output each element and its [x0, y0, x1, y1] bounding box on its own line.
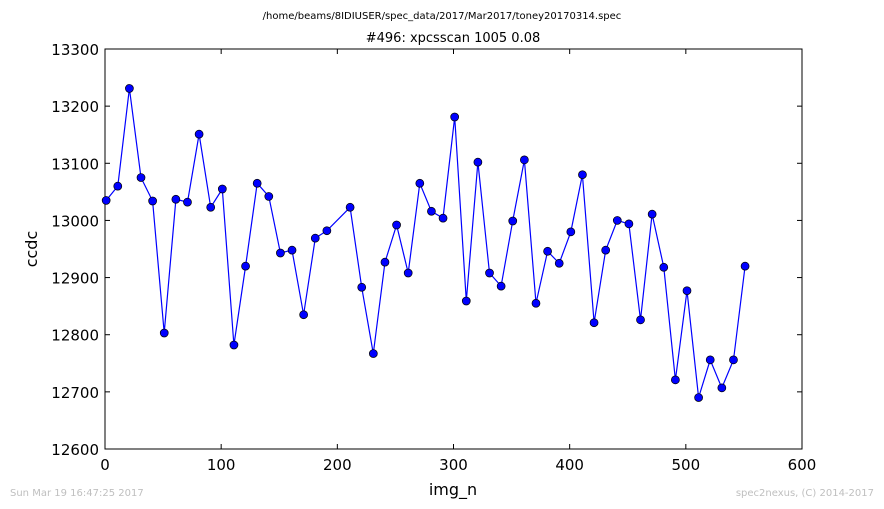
y-tick-label: 13100	[51, 155, 99, 173]
data-point	[496, 281, 506, 291]
x-tick-label: 200	[323, 456, 352, 474]
data-point	[740, 261, 750, 271]
data-point	[194, 129, 204, 139]
y-tick-label: 13200	[51, 98, 99, 116]
data-point	[473, 157, 483, 167]
data-point	[520, 155, 529, 165]
data-point	[450, 112, 460, 122]
data-point	[287, 245, 297, 255]
x-tick-label: 0	[100, 456, 110, 474]
data-point	[566, 227, 576, 237]
x-tick-label: 100	[207, 456, 236, 474]
footer-timestamp: Sun Mar 19 16:47:25 2017	[10, 488, 144, 499]
y-axis-label: ccdc	[22, 231, 41, 268]
data-point	[276, 248, 285, 258]
data-point	[682, 286, 692, 296]
data-point	[345, 202, 355, 212]
data-point	[125, 84, 134, 93]
y-axis: 12600 12700 12800 12900 13000 13100 13200 13300	[51, 41, 802, 459]
data-point	[659, 262, 669, 272]
data-point	[368, 349, 378, 358]
x-tick-label: 300	[439, 456, 468, 474]
data-point	[380, 257, 390, 267]
data-point	[206, 202, 216, 212]
data-point	[310, 233, 320, 243]
data-point	[171, 194, 181, 204]
y-tick-label: 13000	[51, 212, 99, 230]
y-tick-label: 12600	[51, 441, 99, 459]
data-point	[322, 226, 332, 236]
data-point	[229, 340, 239, 350]
data-point	[578, 170, 587, 180]
data-point	[392, 220, 401, 230]
data-point	[461, 296, 471, 306]
data-point	[612, 216, 622, 225]
y-tick-label: 13300	[51, 41, 99, 59]
data-point	[415, 178, 425, 188]
data-point	[241, 261, 250, 271]
data-point	[217, 184, 227, 194]
data-point	[671, 375, 680, 385]
x-axis: 0 100 200 300 400 500 600	[100, 49, 816, 474]
x-tick-label: 400	[555, 456, 584, 474]
data-point	[159, 328, 169, 338]
data-point	[252, 178, 262, 188]
data-point	[694, 393, 703, 402]
data-point	[148, 196, 157, 206]
data-point	[485, 268, 494, 278]
x-axis-label: img_n	[429, 480, 477, 500]
data-point	[729, 355, 738, 365]
data-point	[264, 192, 274, 201]
data-point	[508, 216, 518, 226]
data-point	[554, 258, 564, 268]
data-point	[717, 383, 727, 393]
chart-title: #496: xpcsscan 1005 0.08	[366, 31, 541, 46]
data-point	[624, 219, 634, 229]
data-point	[647, 209, 657, 219]
x-tick-label: 500	[672, 456, 701, 474]
footer-credit: spec2nexus, (C) 2014-2017	[735, 488, 874, 499]
data-point	[636, 315, 645, 325]
data-point	[589, 318, 599, 328]
x-tick-label: 600	[788, 456, 817, 474]
data-point	[543, 246, 552, 256]
data-point	[357, 282, 367, 292]
data-points	[101, 84, 750, 402]
file-path: /home/beams/8IDIUSER/spec_data/2017/Mar2…	[263, 11, 622, 22]
data-point	[438, 213, 448, 223]
data-point	[601, 245, 611, 255]
data-point	[705, 355, 715, 365]
y-tick-label: 12900	[51, 270, 99, 288]
data-point	[427, 206, 436, 216]
data-point	[113, 181, 123, 191]
data-point	[531, 298, 541, 308]
y-tick-label: 12800	[51, 327, 99, 345]
y-tick-label: 12700	[51, 384, 99, 402]
data-point	[299, 310, 308, 320]
data-point	[101, 196, 111, 205]
data-point	[403, 268, 413, 278]
data-point	[136, 173, 146, 182]
data-point	[183, 197, 192, 207]
